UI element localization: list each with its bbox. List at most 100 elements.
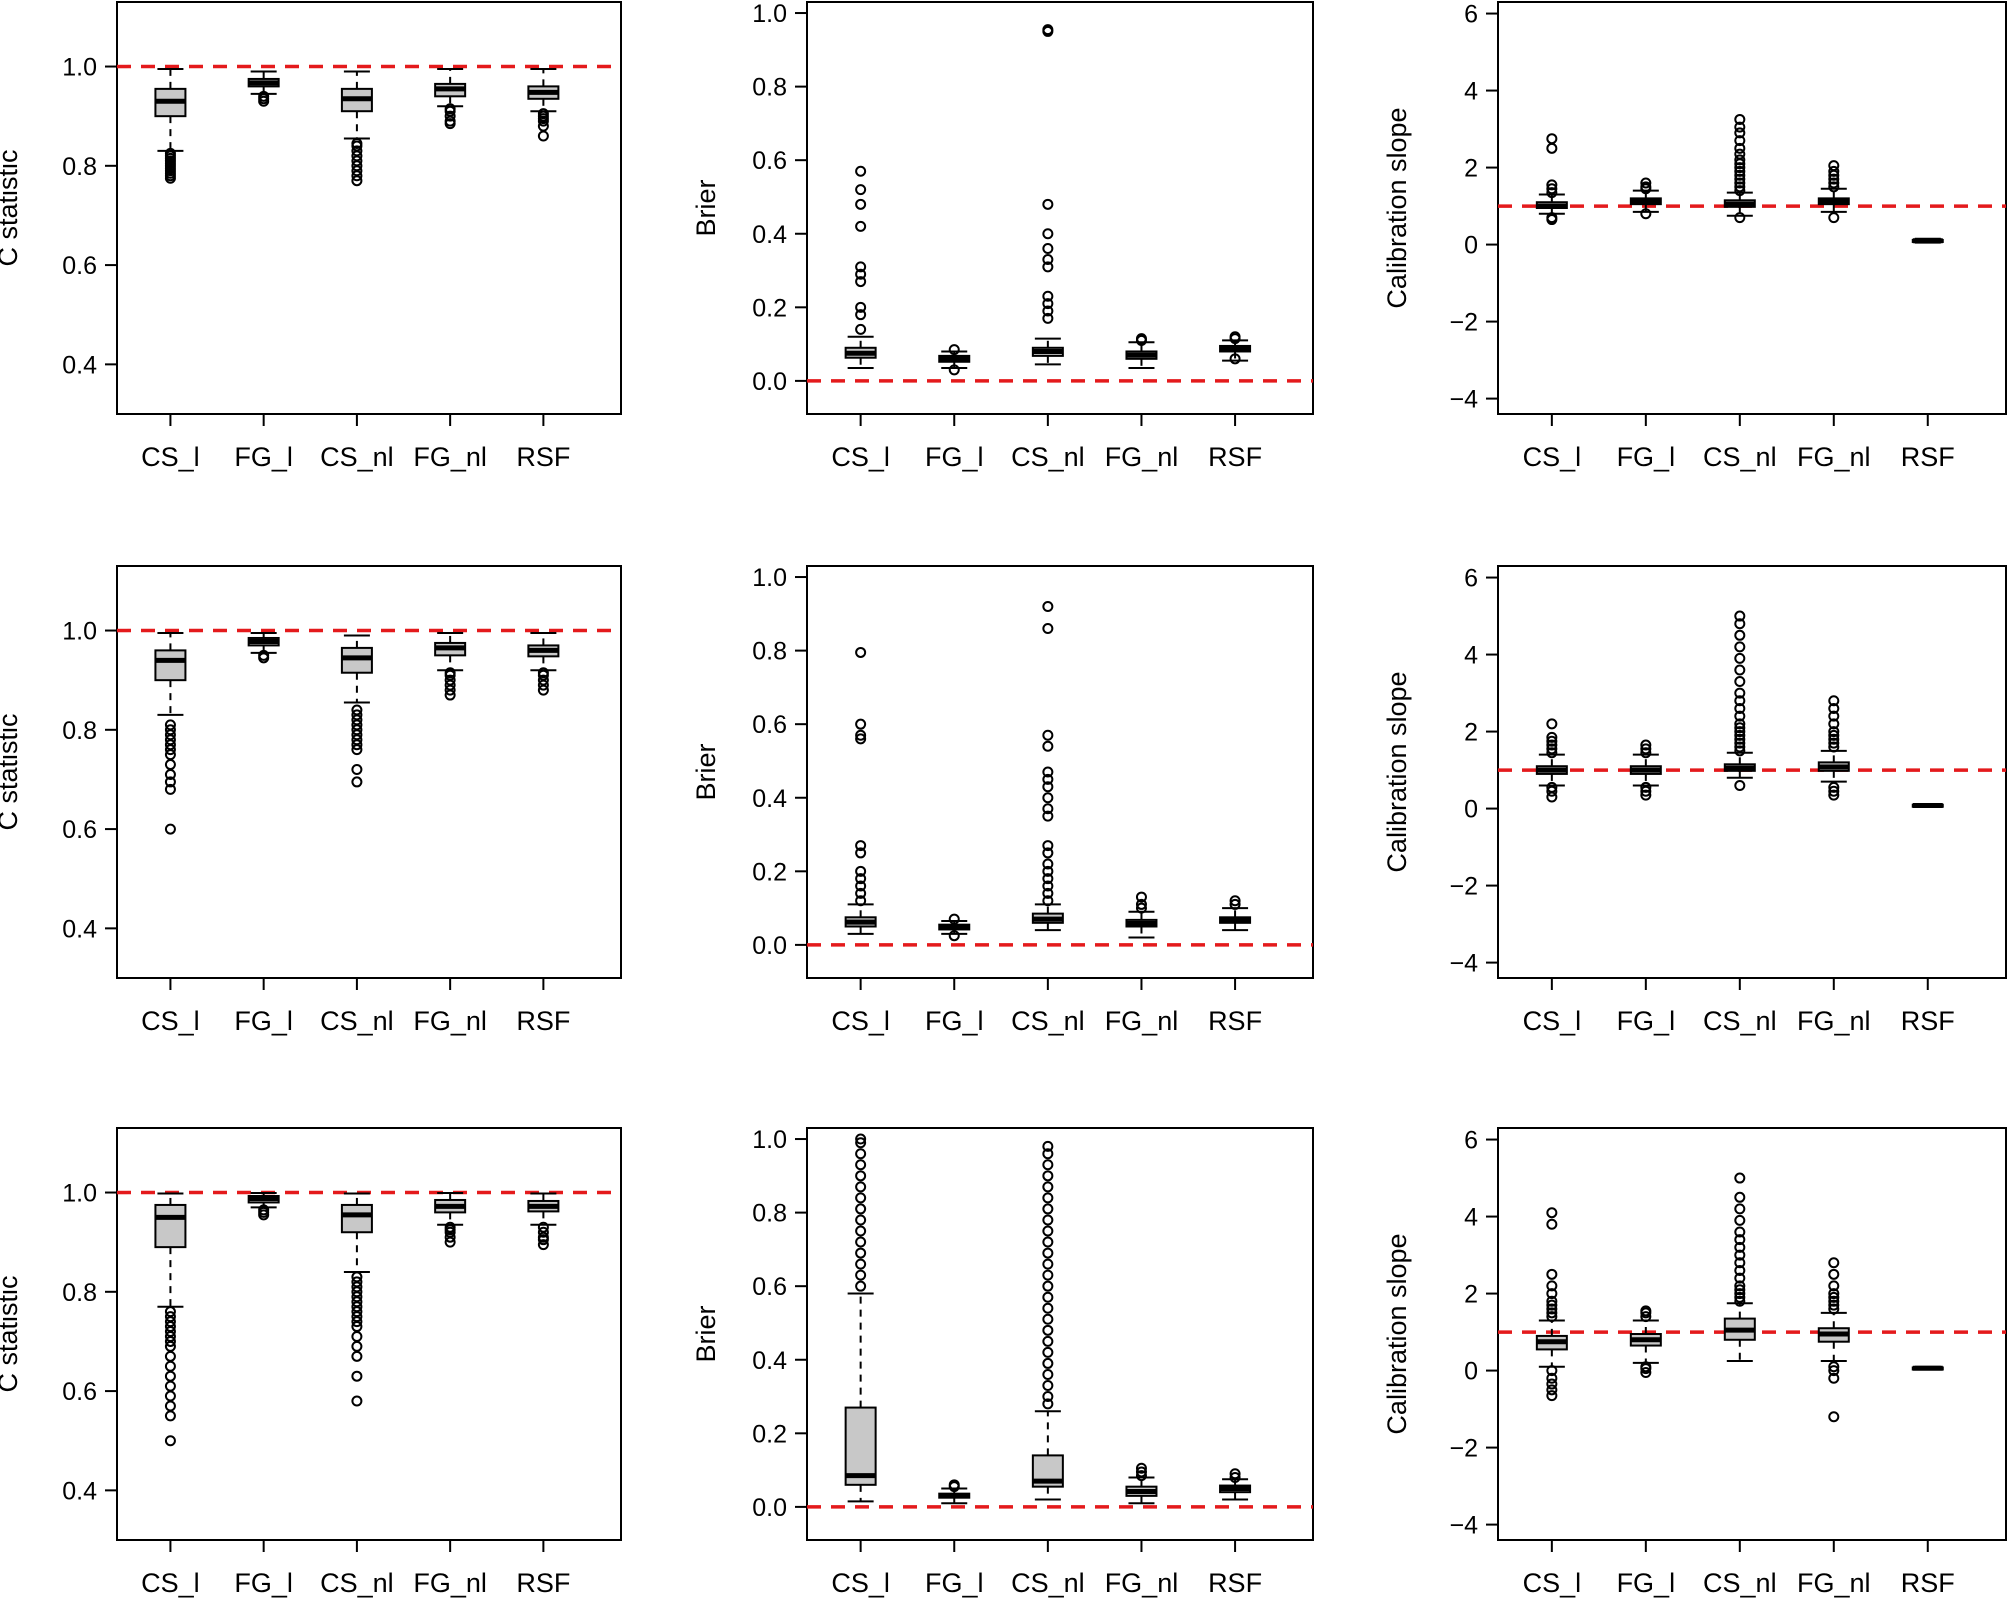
outlier-point	[855, 301, 867, 313]
outlier-point	[1828, 1361, 1840, 1373]
outlier-point	[351, 1350, 363, 1362]
x-tick-label: CS_l	[141, 1568, 200, 1598]
outlier-point	[1042, 810, 1054, 822]
outlier-point	[1734, 135, 1746, 147]
outlier-point	[1640, 181, 1652, 193]
outlier-point	[1734, 127, 1746, 139]
outlier-point	[1042, 1148, 1054, 1160]
outlier-point	[855, 847, 867, 859]
box-FG_nl: FG_nl	[1105, 333, 1178, 472]
box-FG_l: FG_l	[925, 913, 984, 1036]
box-CS_nl: CS_nl	[1011, 24, 1085, 472]
y-tick-label: 6	[1464, 1, 1478, 29]
outlier-point	[948, 930, 960, 942]
y-tick-label: 4	[1464, 642, 1478, 670]
outlier-point	[1828, 1295, 1840, 1307]
outlier-point	[1734, 710, 1746, 722]
box-CS_l: CS_l	[1523, 133, 1581, 472]
y-tick-label: 0	[1464, 796, 1478, 824]
outlier-point	[164, 724, 176, 736]
outlier-point	[1042, 1335, 1054, 1347]
outlier-point	[1734, 737, 1746, 749]
outlier-point	[1042, 766, 1054, 778]
outlier-point	[855, 261, 867, 273]
outlier-point	[1135, 898, 1147, 910]
box-FG_l: FG_l	[1617, 1305, 1675, 1598]
outlier-point	[1640, 208, 1652, 220]
outlier-point	[1042, 1203, 1054, 1215]
outlier-point	[1828, 1411, 1840, 1423]
box-FG_nl: FG_nl	[1105, 891, 1179, 1036]
outlier-point	[444, 103, 456, 115]
box-CS_l: CS_l	[141, 68, 200, 472]
box-FG_l: FG_l	[234, 1192, 293, 1598]
outlier-point	[1734, 641, 1746, 653]
outlier-point	[1042, 600, 1054, 612]
box-CS_nl: CS_nl	[320, 70, 394, 472]
outlier-point	[1828, 1365, 1840, 1377]
outlier-point	[855, 1170, 867, 1182]
box-FG_nl: FG_nl	[1797, 695, 1871, 1036]
outlier-point	[1042, 847, 1054, 859]
outlier-point	[537, 1221, 549, 1233]
x-tick-label: FG_l	[925, 1006, 984, 1036]
y-tick-label: 0.6	[62, 252, 97, 280]
x-tick-label: CS_nl	[1703, 1006, 1777, 1036]
outlier-point	[537, 674, 549, 686]
y-tick-label: −2	[1449, 309, 1478, 337]
y-tick-label: 1.0	[752, 564, 787, 592]
y-tick-label: 6	[1464, 565, 1478, 593]
outlier-point	[1828, 702, 1840, 714]
outlier-point	[855, 165, 867, 177]
chart-panel-9: −4 −2 0 2 4 6 Calibration slope CS_l FG_l CS_nl FG…	[1382, 1127, 2007, 1598]
box-CS_nl: CS_nl	[1703, 1172, 1777, 1598]
outlier-point	[1042, 1192, 1054, 1204]
outlier-point	[1546, 1218, 1558, 1230]
outlier-point	[1828, 1268, 1840, 1280]
outlier-point	[1734, 610, 1746, 622]
box-CS_nl: CS_nl	[1703, 113, 1777, 472]
outlier-point	[1734, 162, 1746, 174]
plot-frame	[1497, 565, 2007, 979]
box-CS_l: CS_l	[831, 1133, 890, 1598]
outlier-point	[1734, 676, 1746, 688]
outlier-point	[444, 110, 456, 122]
box-FG_nl: FG_nl	[413, 68, 487, 472]
outlier-point	[1042, 1291, 1054, 1303]
y-axis-title: C statistic	[0, 713, 23, 830]
outlier-point	[1042, 290, 1054, 302]
box-FG_l: FG_l	[234, 632, 293, 1036]
outlier-point	[164, 147, 176, 159]
chart-panel-6: −4 −2 0 2 4 6 Calibration slope CS_l FG_l CS_nl FG…	[1382, 565, 2007, 1036]
outlier-point	[1135, 1462, 1147, 1474]
outlier-point	[1828, 212, 1840, 224]
outlier-point	[855, 1137, 867, 1149]
outlier-point	[351, 1370, 363, 1382]
outlier-point	[1042, 773, 1054, 785]
outlier-point	[855, 718, 867, 730]
outlier-point	[351, 764, 363, 776]
outlier-point	[1734, 1172, 1746, 1184]
y-tick-label: 0.6	[62, 1378, 97, 1406]
outlier-point	[1042, 1214, 1054, 1226]
x-tick-label: FG_nl	[1105, 1006, 1179, 1036]
box-FG_l: FG_l	[925, 344, 984, 472]
box-RSF: RSF	[1901, 1365, 1955, 1598]
outlier-point	[1135, 1470, 1147, 1482]
outlier-point	[855, 1225, 867, 1237]
outlier-point	[1734, 1203, 1746, 1215]
outlier-point	[444, 667, 456, 679]
outlier-point	[1042, 305, 1054, 317]
outlier-point	[1546, 142, 1558, 154]
box-CS_l: CS_l	[1523, 1207, 1581, 1598]
outlier-point	[1546, 1288, 1558, 1300]
box-RSF: RSF	[1208, 331, 1262, 472]
outlier-point	[1546, 1280, 1558, 1292]
y-tick-label: −2	[1449, 873, 1478, 901]
box-CS_nl: CS_nl	[320, 634, 394, 1036]
outlier-point	[855, 1280, 867, 1292]
outlier-point	[1546, 179, 1558, 191]
outlier-point	[1042, 1391, 1054, 1403]
outlier-point	[1229, 1468, 1241, 1480]
outlier-point	[1229, 1471, 1241, 1483]
